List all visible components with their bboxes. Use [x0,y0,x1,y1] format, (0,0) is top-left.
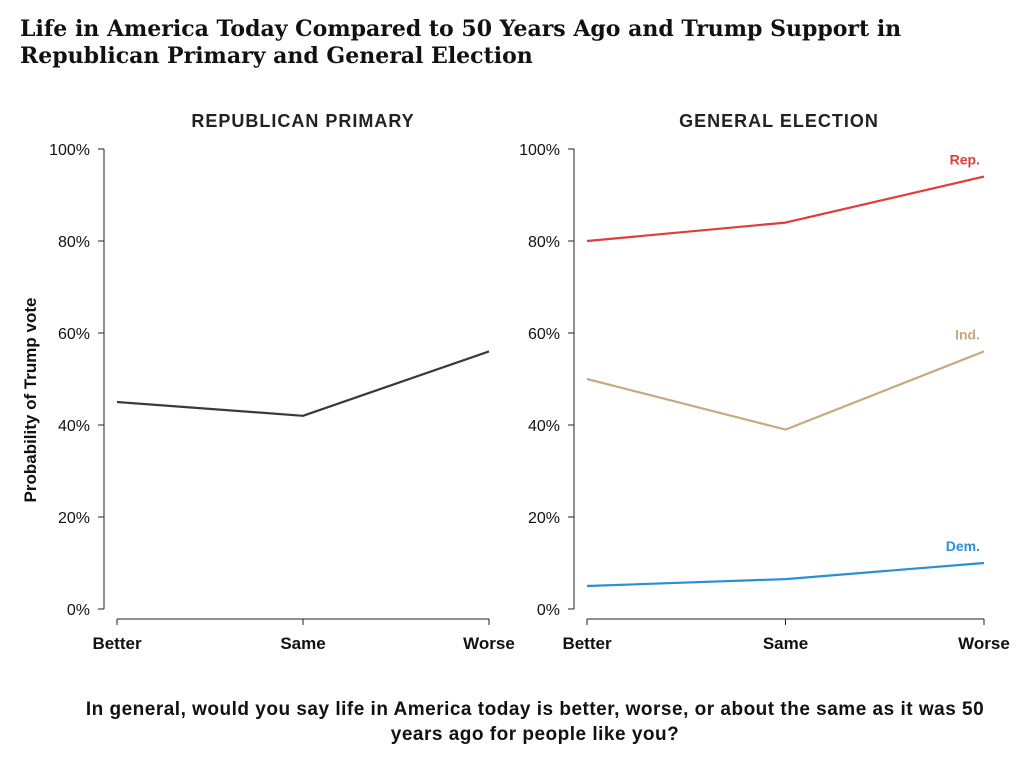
x-axis-label: In general, would you say life in Americ… [85,699,985,745]
series-line-rep [586,175,985,243]
y-tick-label: 80% [528,234,560,251]
panel-title: GENERAL ELECTION [679,111,879,131]
x-tick-label-better: Better [92,634,142,653]
series-line-dem [586,561,985,588]
y-tick-label: 80% [58,234,90,251]
x-tick-label-same: Same [763,634,808,653]
y-tick-label: 0% [537,602,560,619]
y-tick-label: 100% [49,142,90,159]
y-tick-label: 40% [58,418,90,435]
x-tick-label-same: Same [280,634,325,653]
y-tick-label: 20% [528,510,560,527]
y-tick-label: 0% [67,602,90,619]
series-line-ind [586,350,985,431]
series-label-rep: Rep. [950,152,980,168]
panel-general-election: GENERAL ELECTION 0% 20% 40% 60% 80% 100% Better… [519,111,1010,653]
series-label-dem: Dem. [946,538,980,554]
x-tick-label-worse: Worse [958,634,1010,653]
series-line-primary [116,350,490,417]
x-tick-label-worse: Worse [463,634,515,653]
y-tick-label: 40% [528,418,560,435]
y-tick-label: 20% [58,510,90,527]
y-axis-label: Probability of Trump vote [21,298,40,503]
chart-title: Life in America Today Compared to 50 Yea… [20,16,902,69]
y-tick-label: 60% [528,326,560,343]
y-tick-label: 100% [519,142,560,159]
x-tick-label-better: Better [562,634,612,653]
panel-title: REPUBLICAN PRIMARY [191,111,414,131]
panel-republican-primary: REPUBLICAN PRIMARY 0% 20% 40% 60% 80% 100% Bett… [49,111,515,653]
y-tick-label: 60% [58,326,90,343]
series-label-ind: Ind. [955,326,980,342]
